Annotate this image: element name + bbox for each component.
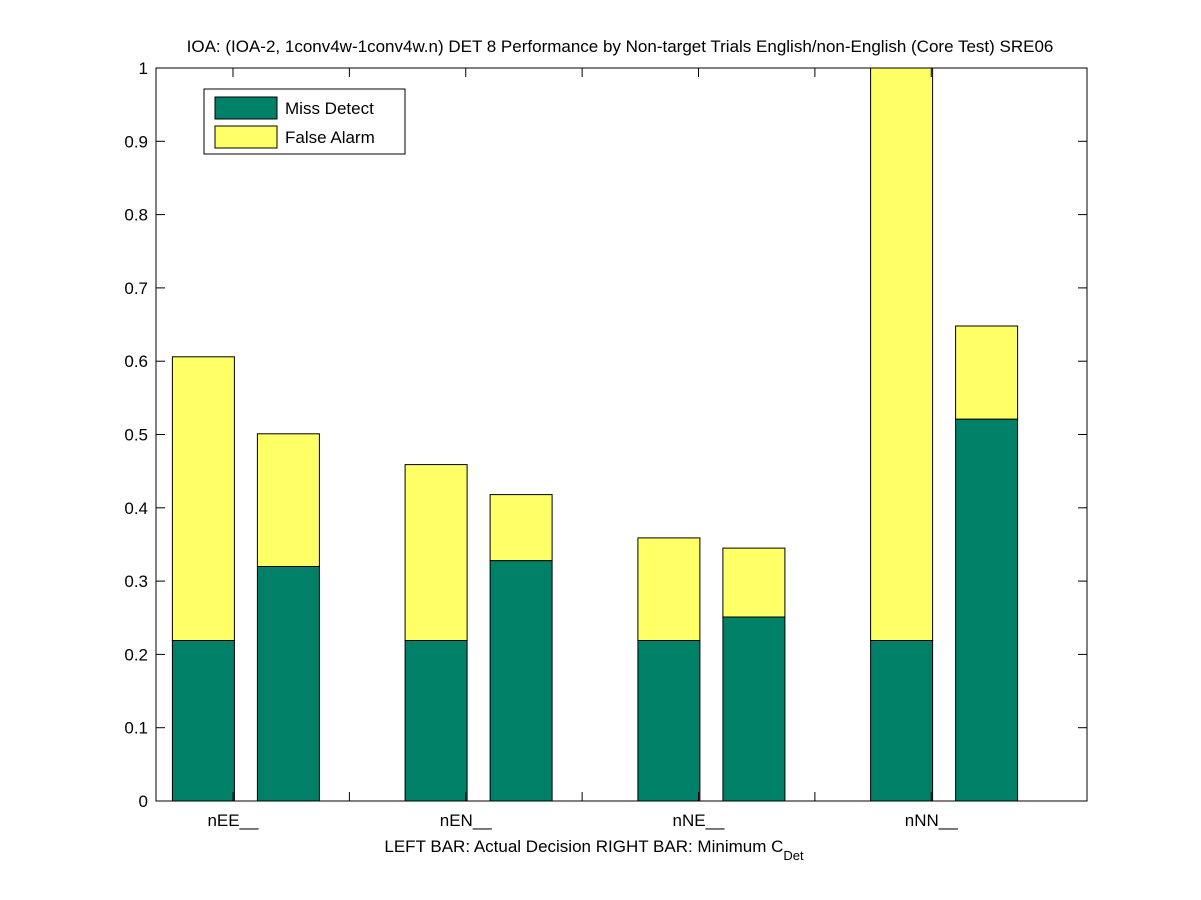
legend-label-miss-detect: Miss Detect xyxy=(285,99,374,118)
y-tick-label: 0.8 xyxy=(124,206,148,225)
legend-swatch-false-alarm xyxy=(214,125,278,149)
y-tick-label: 0 xyxy=(139,792,148,811)
y-tick-label: 0.6 xyxy=(124,352,148,371)
y-tick-label: 0.5 xyxy=(124,426,148,445)
legend-label-false-alarm: False Alarm xyxy=(285,128,375,147)
bar-nNN-minimum-miss-detect xyxy=(955,418,1019,802)
y-tick-label: 0.2 xyxy=(124,645,148,664)
x-axis-label: LEFT BAR: Actual Decision RIGHT BAR: Min… xyxy=(384,837,804,863)
bar-nNN-actual-miss-detect xyxy=(870,640,934,802)
bar-nEE-actual-false-alarm xyxy=(171,356,235,641)
bars-group xyxy=(171,67,1019,802)
y-tick-label: 0.4 xyxy=(124,499,148,518)
bar-nNN-minimum-false-alarm xyxy=(955,325,1019,420)
x-axis-label-main: LEFT BAR: Actual Decision RIGHT BAR: Min… xyxy=(384,837,783,856)
x-axis-label-subscript: Det xyxy=(783,848,804,863)
x-tick-label: nEN__ xyxy=(440,811,493,830)
bar-nEE-minimum-miss-detect xyxy=(256,565,320,802)
x-tick-label: nNE__ xyxy=(673,811,726,830)
bar-nEE-minimum-false-alarm xyxy=(256,433,320,567)
bar-nEN-minimum-miss-detect xyxy=(489,560,553,802)
bar-nEN-actual-false-alarm xyxy=(404,464,468,641)
legend: Miss Detect False Alarm xyxy=(203,88,406,155)
bar-nEN-minimum-false-alarm xyxy=(489,494,553,562)
axis-ticks-group: 0 0.1 0.2 0.3 0.4 0.5 0.6 0.7 0.8 0.9 1 nEE__ nEN__ n… xyxy=(124,59,1087,830)
bar-nNE-minimum-false-alarm xyxy=(722,547,786,618)
y-tick-label: 0.3 xyxy=(124,572,148,591)
x-tick-label: nEE__ xyxy=(207,811,259,830)
plot-frame xyxy=(155,67,1088,802)
chart-title: IOA: (IOA-2, 1conv4w-1conv4w.n) DET 8 Pe… xyxy=(187,37,1054,56)
bar-nNE-actual-false-alarm xyxy=(637,537,701,642)
x-tick-label: nNN__ xyxy=(905,811,958,830)
bar-nNE-minimum-miss-detect xyxy=(722,616,786,802)
y-tick-label: 0.9 xyxy=(124,132,148,151)
bar-nNN-actual-false-alarm xyxy=(870,67,934,641)
y-tick-label: 1 xyxy=(139,59,148,78)
bar-nEN-actual-miss-detect xyxy=(404,640,468,802)
legend-swatch-miss-detect xyxy=(214,96,278,120)
bar-nEE-actual-miss-detect xyxy=(171,640,235,802)
y-tick-label: 0.1 xyxy=(124,719,148,738)
bar-nNE-actual-miss-detect xyxy=(637,640,701,802)
y-tick-label: 0.7 xyxy=(124,279,148,298)
